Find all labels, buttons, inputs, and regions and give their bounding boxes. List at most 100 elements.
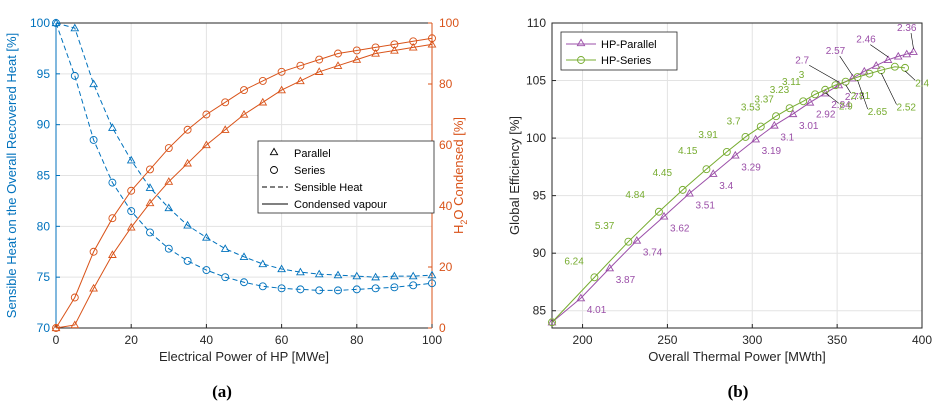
point-triangle-0 <box>893 51 903 60</box>
point-circle-1 <box>183 256 192 265</box>
cop-label-parallel: 4.01 <box>587 305 607 316</box>
series-line-0 <box>55 22 433 278</box>
series-line-3 <box>55 37 433 329</box>
point-circle-3 <box>146 165 154 174</box>
point-circle-1 <box>811 90 820 99</box>
x-axis-label: Electrical Power of HP [MWe] <box>159 349 329 364</box>
point-circle-1 <box>785 104 794 113</box>
legend-entry: Parallel <box>294 148 331 160</box>
cop-label-series: 4.15 <box>678 146 698 157</box>
point-triangle-0 <box>788 109 798 118</box>
point-circle-3 <box>390 40 399 49</box>
point-circle-3 <box>108 214 117 223</box>
x-tick-label: 250 <box>657 333 677 347</box>
cop-label-parallel: 3.87 <box>616 275 636 286</box>
point-circle-3 <box>202 110 211 119</box>
point-circle-1 <box>756 122 765 131</box>
point-triangle-0 <box>239 252 249 260</box>
panel-label-a: (a) <box>212 382 232 401</box>
leader-line <box>880 73 897 105</box>
point-triangle-0 <box>427 270 437 279</box>
point-circle-3 <box>70 293 79 302</box>
cop-label-series: 5.37 <box>595 221 615 232</box>
point-circle-1 <box>548 318 556 327</box>
point-triangle-0 <box>685 188 694 197</box>
point-triangle-0 <box>547 317 557 326</box>
cop-label-parallel: 2.46 <box>856 35 876 46</box>
point-triangle-0 <box>632 236 642 244</box>
cop-label-series: 6.24 <box>564 257 584 268</box>
legend-box <box>257 140 435 214</box>
point-triangle-2 <box>352 55 362 63</box>
point-circle-3 <box>334 49 342 58</box>
point-triangle-2 <box>408 42 418 51</box>
leader-line <box>870 44 889 58</box>
point-triangle-2 <box>333 61 343 69</box>
cop-label-series: 2.9 <box>839 101 853 112</box>
point-triangle-2 <box>145 198 155 207</box>
point-circle-1 <box>296 285 305 294</box>
cop-label-parallel: 3.1 <box>780 132 794 143</box>
cop-label-series: 3.91 <box>698 130 718 141</box>
point-circle-1 <box>371 284 380 293</box>
point-triangle-0 <box>183 220 192 229</box>
x-tick-label: 80 <box>350 333 364 347</box>
cop-label-series: 2.81 <box>851 91 871 102</box>
point-circle-1 <box>821 85 830 94</box>
point-circle-1 <box>240 278 248 287</box>
point-circle-1 <box>221 273 230 282</box>
point-triangle-2 <box>70 320 80 329</box>
y-right-label-subscript: 2 <box>459 220 469 225</box>
point-circle-1 <box>831 81 840 90</box>
point-circle-1 <box>164 244 173 253</box>
point-circle-3 <box>240 86 248 95</box>
legend-marker-triangle <box>576 38 586 47</box>
x-tick-label: 400 <box>912 333 932 347</box>
point-triangle-0 <box>145 183 155 191</box>
point-triangle-0 <box>314 269 324 278</box>
point-triangle-2 <box>390 45 399 54</box>
point-triangle-0 <box>883 55 893 63</box>
x-tick-label: 350 <box>827 333 847 347</box>
point-circle-3 <box>89 247 98 256</box>
point-triangle-0 <box>202 233 211 241</box>
leader-line <box>845 84 851 94</box>
point-triangle-0 <box>371 272 380 281</box>
point-circle-3 <box>371 43 380 52</box>
x-tick-label: 200 <box>573 333 593 347</box>
y-left-tick-label: 95 <box>37 67 51 81</box>
point-circle-3 <box>127 186 136 195</box>
point-triangle-0 <box>89 79 98 88</box>
cop-label-series: 3.11 <box>782 77 801 88</box>
cop-label-parallel: 2.57 <box>826 46 846 57</box>
cop-label-series: 3 <box>799 70 805 81</box>
legend-entry: Series <box>294 165 326 177</box>
cop-label-parallel: 3.01 <box>799 121 819 132</box>
y-tick-label: 90 <box>533 246 547 260</box>
x-tick-label: 0 <box>53 333 60 347</box>
cop-label-series: 3.7 <box>727 116 741 127</box>
point-triangle-0 <box>708 169 718 177</box>
cop-label-series: 2.52 <box>897 102 917 113</box>
point-triangle-0 <box>390 271 399 280</box>
leader-line <box>910 33 914 49</box>
point-circle-1 <box>654 207 663 216</box>
cop-label-series: 3.53 <box>741 102 761 113</box>
point-triangle-0 <box>164 203 174 212</box>
point-triangle-2 <box>108 250 117 258</box>
point-circle-1 <box>89 135 98 144</box>
point-circle-1 <box>799 97 808 106</box>
point-triangle-2 <box>258 97 268 106</box>
y-tick-label: 85 <box>533 304 547 318</box>
point-triangle-0 <box>769 120 779 129</box>
y-tick-label: 105 <box>526 74 546 88</box>
point-circle-3 <box>164 144 173 153</box>
series-line-0 <box>551 51 914 323</box>
point-circle-1 <box>146 228 154 237</box>
point-circle-1 <box>702 165 711 174</box>
cop-label-series: 2.4 <box>915 78 929 89</box>
point-circle-3 <box>428 34 436 43</box>
point-triangle-0 <box>258 259 268 268</box>
plot-area-frame <box>551 22 923 329</box>
